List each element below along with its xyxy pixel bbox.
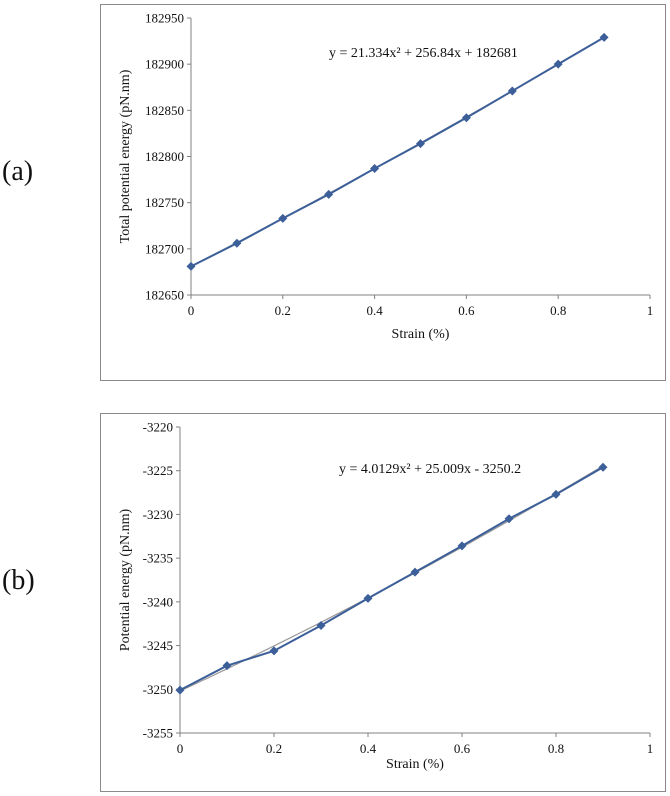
y-tick-label: 182700 [145,241,184,256]
data-point [599,32,609,42]
chart-b: -3255 -3250 -3245 -3240 -3235 -3230 -3225 -3220… [118,420,654,773]
x-tick-label: 0 [188,303,195,318]
x-tick-label: 0.6 [454,741,471,756]
y-tick-label: -3240 [143,594,173,609]
x-tick-label: 0.6 [458,303,475,318]
x-tick-label: 0.4 [360,741,377,756]
x-tick-label: 0.2 [275,303,291,318]
y-tick-label: 182850 [145,103,184,118]
data-point [410,567,420,577]
y-tick-label: -3250 [143,682,173,697]
trendline [179,465,604,692]
y-tick-label: 182750 [145,195,184,210]
data-point [175,685,185,695]
chart-a: 182650 182700 182750 182800 182850 182900 1829… [118,11,654,343]
data-point [416,139,425,149]
data-point [461,113,471,123]
data-point [269,646,279,656]
chart-frame-a: 182650 182700 182750 182800 182850 182900 1829… [100,4,666,381]
trendline-equation: y = 4.0129x² + 25.009x - 3250.2 [339,462,521,477]
y-tick-label: -3230 [143,507,173,522]
data-point [186,261,196,271]
y-tick-label: 182650 [145,288,184,303]
x-tick-label: 0.2 [266,741,282,756]
data-point [316,620,326,630]
y-tick-label: 182800 [145,149,184,164]
data-point [324,189,334,199]
x-tick-label: 0.8 [550,303,566,318]
data-point [551,489,561,499]
series-line [190,36,605,268]
data-point [507,86,517,96]
x-axis-title: Strain (%) [386,757,444,772]
data-point [598,462,608,472]
trendline-equation: y = 21.334x² + 256.84x + 182681 [329,46,518,61]
data-point [504,514,514,524]
x-axis-title: Strain (%) [392,327,450,342]
series-line [179,466,604,692]
data-point [553,59,563,69]
y-tick-label: -3245 [143,638,173,653]
data-point [222,661,232,671]
y-axis-title: Total potential energy (pN.nm) [118,69,133,243]
y-tick-label: 182950 [145,11,184,26]
x-tick-label: 1 [647,303,654,318]
y-tick-label: -3235 [143,551,173,566]
y-tick-label: -3255 [143,726,173,741]
data-point [363,593,373,603]
y-axis-title: Potential energy (pN.nm) [118,508,133,651]
panel-label-a: (a) [2,156,34,187]
data-point [370,164,380,174]
x-tick-label: 0 [177,741,184,756]
x-tick-label: 0.8 [548,741,564,756]
trendline [190,36,605,267]
data-point [278,213,288,223]
chart-frame-b: -3255 -3250 -3245 -3240 -3235 -3230 -3225 -3220… [100,413,666,792]
data-point [457,541,467,551]
x-tick-label: 0.4 [366,303,383,318]
panel-label-b: (b) [2,565,35,596]
x-tick-label: 1 [647,741,654,756]
y-tick-label: 182900 [145,57,184,72]
y-tick-label: -3220 [143,420,173,435]
data-point [232,238,242,248]
y-tick-label: -3225 [143,463,173,478]
